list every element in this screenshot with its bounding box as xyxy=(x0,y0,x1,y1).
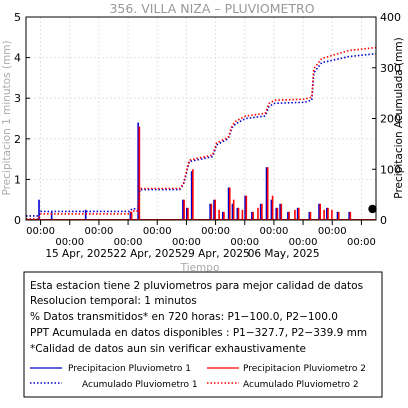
time-tick-label: 00:00 xyxy=(143,226,172,237)
info-box-frame xyxy=(23,271,383,398)
end-marker xyxy=(368,204,377,214)
time-tick-label: 00:00 xyxy=(172,237,201,248)
left-tick-label: 3 xyxy=(14,92,21,105)
left-tick-label: 2 xyxy=(14,133,21,146)
info-line: PPT Acumulada en datos disponibles : P1−… xyxy=(30,327,367,339)
right-tick-label: 200 xyxy=(380,113,401,126)
left-axis-label: Precipitacion 1 minutos (mm) xyxy=(1,40,13,195)
date-tick-label: 29 Apr, 2025 xyxy=(181,248,249,260)
legend-label-precip-1: Precipitacion Pluviometro 1 xyxy=(68,364,191,374)
info-line: Resolucion temporal: 1 minutos xyxy=(30,295,197,307)
plot-frame xyxy=(25,16,377,221)
right-axis-label: Precipitacion Acumulada (mm) xyxy=(393,37,405,198)
info-line: Esta estacion tiene 2 pluviometros para … xyxy=(30,280,363,292)
legend-label-accum-2: Acumulado Pluviometro 2 xyxy=(243,380,359,390)
date-tick-label: 22 Apr, 2025 xyxy=(113,248,181,260)
right-tick-label: 0 xyxy=(380,214,387,227)
legend-label-accum-1: Acumulado Pluviometro 1 xyxy=(82,380,198,390)
right-tick-label: 300 xyxy=(380,62,401,75)
info-box: Esta estacion tiene 2 pluviometros para … xyxy=(23,271,383,398)
time-tick-label: 00:00 xyxy=(260,226,289,237)
right-tick-label: 100 xyxy=(380,163,401,176)
x-axis-label: Tiempo xyxy=(180,262,220,274)
time-tick-label: 00:00 xyxy=(201,226,230,237)
time-tick-label: 00:00 xyxy=(230,237,259,248)
time-tick-label: 00:00 xyxy=(318,226,347,237)
left-tick-label: 5 xyxy=(14,11,21,24)
time-tick-label: 00:00 xyxy=(347,237,376,248)
chart-title: 356. VILLA NIZA – PLUVIOMETRO xyxy=(109,1,314,16)
legend-label-precip-2: Precipitacion Pluviometro 2 xyxy=(243,364,366,374)
time-tick-label: 00:00 xyxy=(26,226,55,237)
info-line: % Datos transmitidos* en 720 horas: P1−1… xyxy=(30,311,338,323)
accumulated-line xyxy=(26,52,377,217)
time-tick-label: 00:00 xyxy=(55,237,84,248)
time-tick-label: 00:00 xyxy=(289,237,318,248)
accumulated-line xyxy=(26,46,377,220)
right-tick-label: 400 xyxy=(380,11,401,24)
date-tick-label: 06 May, 2025 xyxy=(248,248,320,260)
time-tick-label: 00:00 xyxy=(114,237,143,248)
time-tick-label: 00:00 xyxy=(85,226,114,237)
left-tick-label: 0 xyxy=(14,214,21,227)
left-tick-label: 1 xyxy=(14,173,21,186)
date-tick-label: 15 Apr, 2025 xyxy=(45,248,113,260)
left-tick-label: 4 xyxy=(14,52,21,65)
info-line: *Calidad de datos aun sin verificar exha… xyxy=(30,343,306,355)
